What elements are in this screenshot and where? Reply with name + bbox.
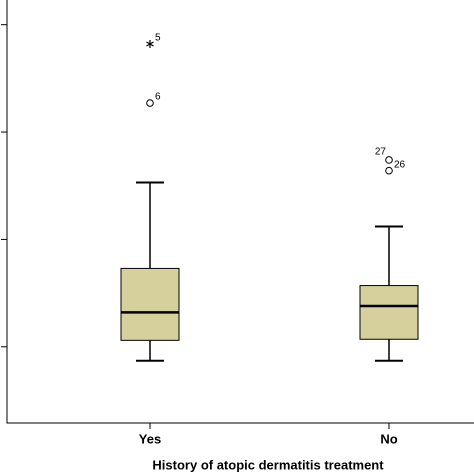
outlier-star xyxy=(146,40,154,49)
outlier-label: 6 xyxy=(155,92,161,103)
box xyxy=(359,285,419,340)
x-axis-label: History of atopic dermatitis treatment xyxy=(152,457,384,472)
outlier-label: 26 xyxy=(394,159,406,170)
outlier-circle xyxy=(385,156,393,164)
outlier-label: 5 xyxy=(155,33,161,44)
outlier-label: 27 xyxy=(375,147,387,158)
outlier-circle xyxy=(385,166,393,175)
outlier-circle xyxy=(146,99,154,107)
x-tick-label: Yes xyxy=(139,431,161,446)
x-tick-label: No xyxy=(380,431,397,446)
plot-frame xyxy=(6,0,474,424)
box xyxy=(120,267,180,341)
